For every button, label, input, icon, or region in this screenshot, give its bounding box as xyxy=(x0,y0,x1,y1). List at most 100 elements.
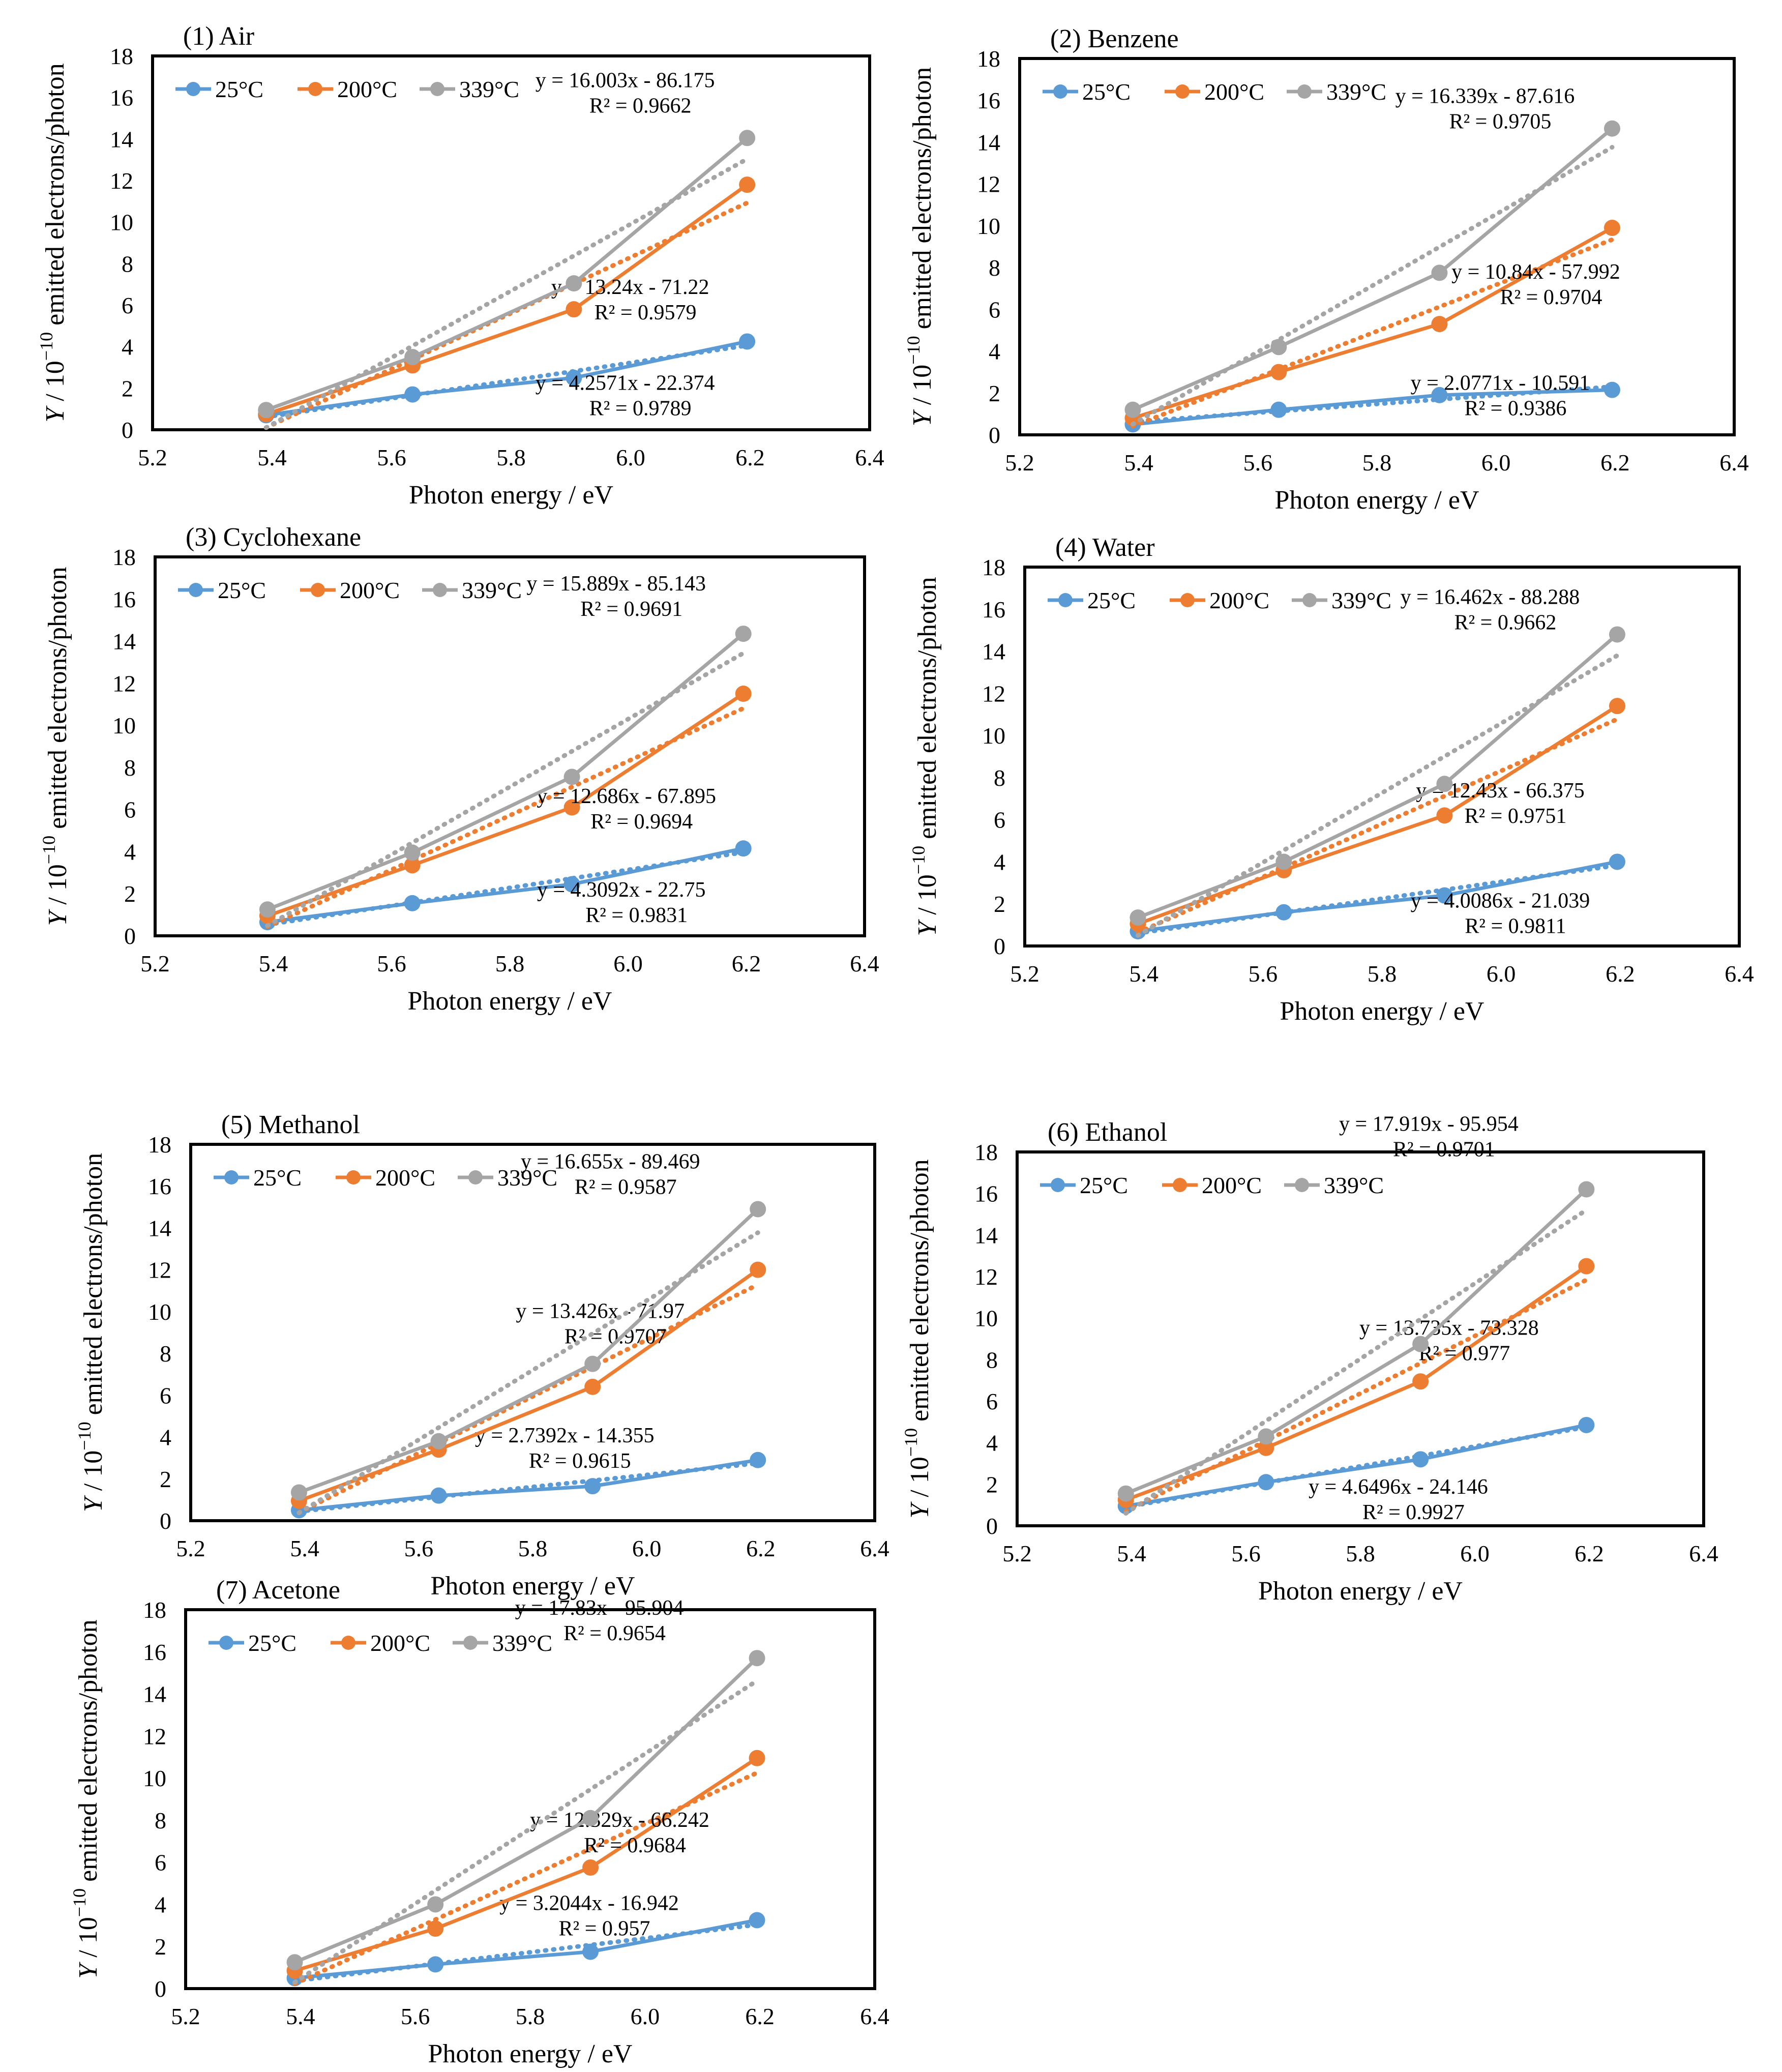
data-point-25°C xyxy=(582,1943,599,1960)
x-tick-label: 5.4 xyxy=(259,951,288,976)
data-point-200°C xyxy=(1578,1258,1595,1275)
y-tick-label: 6 xyxy=(994,807,1005,833)
y-tick-label: 18 xyxy=(974,1139,998,1165)
x-axis-label: Photon energy / eV xyxy=(428,2039,633,2068)
chart-title: (7) Acetone xyxy=(216,1576,340,1605)
y-tick-label: 2 xyxy=(986,1471,998,1497)
y-tick-label: 4 xyxy=(989,339,1000,365)
y-axis-label-prefix: / 10 xyxy=(74,1917,103,1964)
data-point-25°C xyxy=(1603,381,1620,398)
series-line-25°C xyxy=(267,846,744,924)
trendline-equation: y = 16.655x - 89.469 xyxy=(521,1150,700,1173)
data-point-339°C xyxy=(1436,776,1453,792)
x-tick-label: 5.8 xyxy=(1346,1541,1375,1566)
y-axis-label-italic: Y xyxy=(79,1495,108,1512)
y-tick-label: 16 xyxy=(974,1181,998,1207)
data-point-200°C xyxy=(566,301,582,318)
y-tick-label: 2 xyxy=(994,891,1005,917)
y-axis-label-italic: Y xyxy=(905,1501,934,1519)
x-tick-label: 6.0 xyxy=(631,2003,660,2029)
data-point-200°C xyxy=(563,799,580,816)
data-point-339°C xyxy=(290,1484,307,1501)
x-tick-label: 6.4 xyxy=(855,445,884,470)
data-point-339°C xyxy=(1609,626,1625,643)
chart-panel-2: (2) Benzene 0 2 4 6 8 10 12 14 16 18 5.2 5.4 5.6 5.8 6.… xyxy=(903,24,1749,515)
trendline-equation: y = 4.0086x - 21.039 xyxy=(1411,889,1590,912)
trendline-r2: R² = 0.9707 xyxy=(565,1325,667,1349)
x-tick-label: 5.4 xyxy=(290,1535,319,1561)
trendline-r2: R² = 0.9662 xyxy=(589,94,692,117)
x-axis-label: Photon energy / eV xyxy=(409,481,613,510)
y-axis-label-italic: Y xyxy=(908,409,937,426)
legend-label: 339°C xyxy=(1326,79,1386,105)
trendline-r2: R² = 0.9927 xyxy=(1362,1501,1465,1524)
y-axis-label: Y / 10−10 emitted electrons/photon xyxy=(903,67,937,426)
data-point-200°C xyxy=(750,1261,766,1278)
y-tick-label: 4 xyxy=(155,1891,166,1917)
y-tick-label: 14 xyxy=(974,1222,998,1248)
chart-panel-3: (3) Cyclohexane 0 2 4 6 8 10 12 14 16 18 5.2 5.4 5.6 5… xyxy=(39,523,879,1016)
data-point-25°C xyxy=(563,876,580,893)
chart-title: (5) Methanol xyxy=(221,1110,360,1139)
trendline-r2: R² = 0.9662 xyxy=(1454,611,1557,634)
trendline-r2: R² = 0.977 xyxy=(1418,1342,1510,1366)
series-line-200°C xyxy=(1137,704,1618,926)
data-point-339°C xyxy=(404,349,421,366)
y-axis-label-italic: Y xyxy=(43,909,72,926)
y-axis-label: Y / 10−10 emitted electrons/photon xyxy=(69,1619,103,1978)
y-tick-label: 0 xyxy=(155,1976,166,2002)
series-line-339°C xyxy=(266,632,745,911)
x-tick-label: 5.4 xyxy=(1124,450,1153,476)
y-tick-label: 10 xyxy=(982,723,1005,749)
data-point-200°C xyxy=(1436,807,1453,824)
y-tick-label: 14 xyxy=(143,1681,166,1707)
data-point-25°C xyxy=(1431,387,1448,403)
x-tick-label: 5.8 xyxy=(496,445,526,470)
legend-label: 200°C xyxy=(340,577,400,603)
series-line-25°C xyxy=(265,340,748,417)
legend-label: 200°C xyxy=(370,1630,430,1656)
y-tick-label: 10 xyxy=(974,1306,998,1331)
data-point-200°C xyxy=(1609,698,1625,715)
data-point-339°C xyxy=(1603,120,1620,137)
y-tick-label: 6 xyxy=(124,797,136,823)
data-point-339°C xyxy=(584,1355,601,1372)
legend-marker xyxy=(1302,593,1317,607)
y-tick-label: 6 xyxy=(986,1388,998,1414)
y-tick-label: 16 xyxy=(982,597,1005,623)
data-point-25°C xyxy=(404,386,421,403)
x-tick-label: 6.2 xyxy=(1575,1541,1604,1566)
legend-marker xyxy=(186,82,200,96)
legend-marker xyxy=(341,1636,355,1650)
data-point-339°C xyxy=(739,130,756,146)
y-axis-label: Y / 10−10 emitted electrons/photon xyxy=(39,567,72,926)
series-line-25°C xyxy=(294,1918,758,1980)
legend-marker xyxy=(463,1636,478,1650)
trendline-r2: R² = 0.9694 xyxy=(590,810,693,834)
x-tick-label: 5.2 xyxy=(171,2003,200,2029)
y-tick-label: 0 xyxy=(994,933,1005,959)
trendline-r2: R² = 0.9811 xyxy=(1465,914,1566,938)
x-tick-label: 6.4 xyxy=(860,2003,889,2029)
legend-label: 200°C xyxy=(375,1165,435,1191)
legend-marker xyxy=(346,1170,361,1185)
x-tick-label: 6.0 xyxy=(632,1535,662,1561)
y-tick-label: 8 xyxy=(160,1341,171,1367)
data-point-25°C xyxy=(1270,401,1287,418)
x-tick-label: 6.0 xyxy=(1481,450,1511,476)
x-tick-label: 6.2 xyxy=(745,2003,775,2029)
y-tick-label: 14 xyxy=(148,1215,171,1241)
data-point-339°C xyxy=(563,768,580,785)
legend-label: 339°C xyxy=(462,577,522,603)
legend-marker xyxy=(1175,84,1190,99)
y-tick-label: 12 xyxy=(974,1264,998,1290)
data-point-339°C xyxy=(1412,1336,1429,1352)
y-tick-label: 8 xyxy=(994,765,1005,791)
trendline-r2: R² = 0.9704 xyxy=(1500,286,1602,309)
y-axis-label-exp: −10 xyxy=(903,336,924,364)
x-tick-label: 6.2 xyxy=(746,1535,776,1561)
y-tick-label: 14 xyxy=(110,126,133,152)
y-tick-label: 10 xyxy=(112,713,136,738)
x-tick-label: 5.2 xyxy=(1010,961,1040,987)
data-point-339°C xyxy=(430,1433,447,1449)
